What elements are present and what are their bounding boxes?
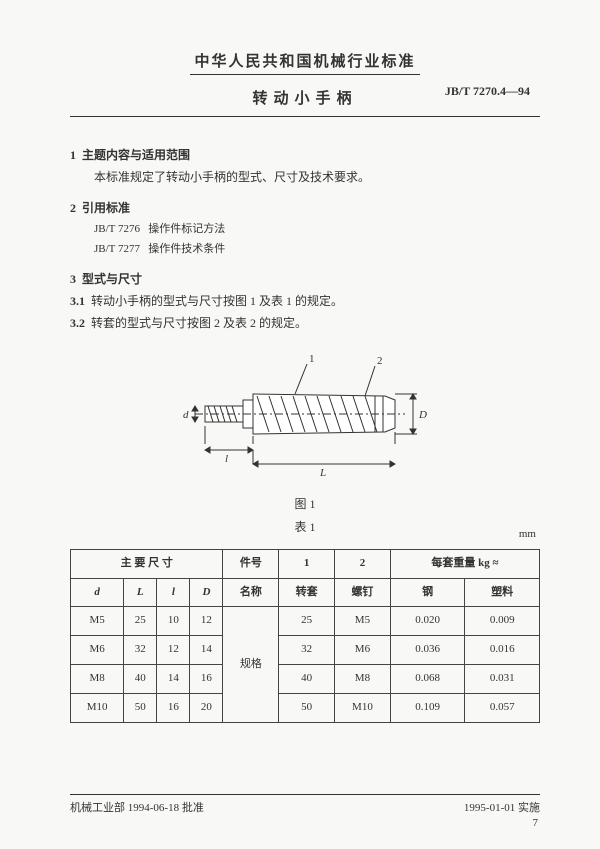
figure-caption: 图 1 [70, 494, 540, 516]
figure-1: 1 2 d D l [70, 344, 540, 492]
svg-text:d: d [183, 409, 189, 421]
cell: M6 [335, 636, 391, 665]
cell: M5 [71, 607, 124, 636]
th-main-dim: 主 要 尺 寸 [71, 549, 223, 578]
cell: 0.016 [465, 636, 540, 665]
section-3-1: 3.1 转动小手柄的型式与尺寸按图 1 及表 1 的规定。 [70, 291, 540, 313]
ref-2: JB/T 7277 操作件技术条件 [94, 240, 540, 260]
cell: 0.031 [465, 664, 540, 693]
handle-diagram-icon: 1 2 d D l [165, 344, 445, 484]
footer: 机械工业部 1994-06-18 批准 1995-01-01 实施 [70, 794, 540, 815]
th-part-no: 件号 [223, 549, 279, 578]
cell: M10 [71, 693, 124, 722]
svg-text:2: 2 [377, 355, 383, 367]
th-2: 2 [335, 549, 391, 578]
main-title: 中华人民共和国机械行业标准 [190, 50, 419, 75]
svg-text:l: l [225, 453, 228, 465]
ref-2-name: 操作件技术条件 [148, 243, 225, 255]
cell: 16 [190, 664, 223, 693]
cell: 40 [124, 664, 157, 693]
cell: 50 [124, 693, 157, 722]
table-header-row-1: 主 要 尺 寸 件号 1 2 每套重量 kg ≈ [71, 549, 540, 578]
section-3-num: 3 [70, 272, 76, 286]
cell: 32 [279, 636, 335, 665]
th-d: d [71, 578, 124, 607]
section-3-2-num: 3.2 [70, 316, 85, 330]
th-D: D [190, 578, 223, 607]
th-screw: 螺钉 [335, 578, 391, 607]
th-l: l [157, 578, 190, 607]
cell: M8 [335, 664, 391, 693]
ref-1-name: 操作件标记方法 [148, 223, 225, 235]
content: 1 主题内容与适用范围 本标准规定了转动小手柄的型式、尺寸及技术要求。 2 引用… [70, 145, 540, 723]
section-3-title: 型式与尺寸 [82, 272, 142, 286]
section-1-num: 1 [70, 148, 76, 162]
cell: 0.036 [390, 636, 465, 665]
section-2-num: 2 [70, 201, 76, 215]
cell: 0.057 [465, 693, 540, 722]
cell: 10 [157, 607, 190, 636]
section-2-title: 引用标准 [82, 201, 130, 215]
th-plastic: 塑料 [465, 578, 540, 607]
cell: M8 [71, 664, 124, 693]
cell: 14 [190, 636, 223, 665]
th-L: L [124, 578, 157, 607]
cell: 14 [157, 664, 190, 693]
section-1-head: 1 主题内容与适用范围 [70, 145, 540, 167]
ref-1-code: JB/T 7276 [94, 223, 140, 235]
page-number: 7 [533, 817, 539, 829]
table-row: M6 32 12 14 32 M6 0.036 0.016 [71, 636, 540, 665]
cell: 32 [124, 636, 157, 665]
section-2-head: 2 引用标准 [70, 198, 540, 220]
cell: 25 [279, 607, 335, 636]
section-3-1-num: 3.1 [70, 294, 85, 308]
header-rule [70, 116, 540, 117]
section-3-1-text: 转动小手柄的型式与尺寸按图 1 及表 1 的规定。 [91, 294, 343, 308]
th-steel: 钢 [390, 578, 465, 607]
ref-1: JB/T 7276 操作件标记方法 [94, 220, 540, 240]
svg-text:L: L [319, 467, 326, 479]
cell: 25 [124, 607, 157, 636]
cell: 20 [190, 693, 223, 722]
th-name: 名称 [223, 578, 279, 607]
footer-right: 1995-01-01 实施 [464, 799, 540, 815]
cell: M5 [335, 607, 391, 636]
section-1-title: 主题内容与适用范围 [82, 148, 190, 162]
section-3-2: 3.2 转套的型式与尺寸按图 2 及表 2 的规定。 [70, 313, 540, 335]
th-weight: 每套重量 kg ≈ [390, 549, 539, 578]
section-3-head: 3 型式与尺寸 [70, 269, 540, 291]
th-1: 1 [279, 549, 335, 578]
section-1-body: 本标准规定了转动小手柄的型式、尺寸及技术要求。 [94, 167, 540, 189]
cell: M6 [71, 636, 124, 665]
ref-2-code: JB/T 7277 [94, 243, 140, 255]
page: 中华人民共和国机械行业标准 转动小手柄 JB/T 7270.4—94 1 主题内… [0, 0, 600, 849]
cell: 50 [279, 693, 335, 722]
cell: 0.068 [390, 664, 465, 693]
svg-text:D: D [418, 409, 427, 421]
cell: 0.020 [390, 607, 465, 636]
cell: M10 [335, 693, 391, 722]
cell: 0.109 [390, 693, 465, 722]
cell: 16 [157, 693, 190, 722]
cell: 12 [190, 607, 223, 636]
cell: 12 [157, 636, 190, 665]
table-row: M5 25 10 12 规格 25 M5 0.020 0.009 [71, 607, 540, 636]
section-3-2-text: 转套的型式与尺寸按图 2 及表 2 的规定。 [91, 316, 307, 330]
table-header-row-2: d L l D 名称 转套 螺钉 钢 塑料 [71, 578, 540, 607]
table-row: M8 40 14 16 40 M8 0.068 0.031 [71, 664, 540, 693]
standard-code: JB/T 7270.4—94 [445, 84, 530, 99]
cell-spec: 规格 [223, 607, 279, 722]
th-sleeve: 转套 [279, 578, 335, 607]
cell: 0.009 [465, 607, 540, 636]
footer-left: 机械工业部 1994-06-18 批准 [70, 799, 204, 815]
spec-table: 主 要 尺 寸 件号 1 2 每套重量 kg ≈ d L l D 名称 转套 螺… [70, 549, 540, 723]
cell: 40 [279, 664, 335, 693]
svg-text:1: 1 [309, 353, 315, 365]
table-row: M10 50 16 20 50 M10 0.109 0.057 [71, 693, 540, 722]
